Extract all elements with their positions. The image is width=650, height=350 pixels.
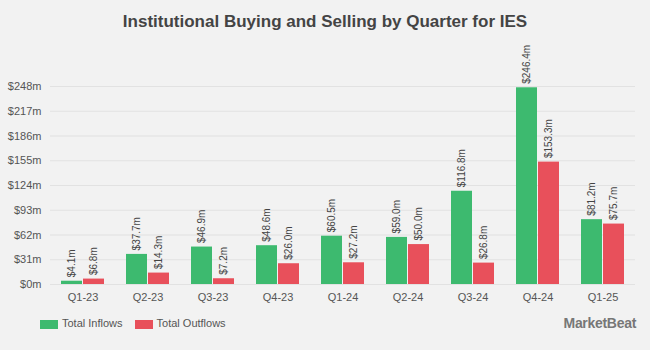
- html-text:Total Inflows: Total Inflows: [62, 317, 123, 329]
- svg-text:$124m: $124m: [8, 179, 42, 191]
- svg-text:$46.9m: $46.9m: [196, 210, 207, 243]
- html-text:Institutional Buying and Selli: Institutional Buying and Selling by Quar…: [122, 12, 528, 31]
- svg-text:$60.5m: $60.5m: [326, 199, 337, 232]
- svg-text:Q4-23: Q4-23: [263, 291, 294, 303]
- svg-text:$116.8m: $116.8m: [456, 149, 467, 187]
- svg-text:$248m: $248m: [8, 80, 42, 92]
- svg-text:$217m: $217m: [8, 105, 42, 117]
- svg-text:$27.2m: $27.2m: [348, 225, 359, 258]
- svg-text:$4.1m: $4.1m: [66, 249, 77, 277]
- svg-text:$37.7m: $37.7m: [131, 217, 142, 250]
- svg-text:$81.2m: $81.2m: [586, 182, 597, 215]
- svg-text:Q3-23: Q3-23: [198, 291, 229, 303]
- svg-text:$62m: $62m: [14, 229, 42, 241]
- svg-text:$7.2m: $7.2m: [218, 247, 229, 275]
- html-text:Total Outflows: Total Outflows: [156, 317, 226, 329]
- svg-text:Q1-23: Q1-23: [68, 291, 99, 303]
- svg-text:$50.0m: $50.0m: [413, 207, 424, 240]
- svg-text:Q1-24: Q1-24: [328, 291, 359, 303]
- svg-text:Q3-24: Q3-24: [458, 291, 489, 303]
- svg-text:$31m: $31m: [14, 253, 42, 265]
- svg-text:$246.4m: $246.4m: [521, 45, 532, 84]
- svg-text:$153.3m: $153.3m: [543, 119, 554, 158]
- svg-text:Q2-23: Q2-23: [133, 291, 164, 303]
- svg-text:$186m: $186m: [8, 130, 42, 142]
- svg-text:$155m: $155m: [8, 154, 42, 166]
- svg-text:$26.0m: $26.0m: [283, 226, 294, 259]
- svg-text:$75.7m: $75.7m: [608, 187, 619, 220]
- svg-text:$93m: $93m: [14, 204, 42, 216]
- html-text:MarketBeat: MarketBeat: [563, 315, 636, 331]
- svg-text:$48.6m: $48.6m: [261, 208, 272, 241]
- svg-text:$59.0m: $59.0m: [391, 200, 402, 233]
- svg-text:Q2-24: Q2-24: [393, 291, 424, 303]
- svg-text:$26.8m: $26.8m: [478, 226, 489, 259]
- svg-text:$0m: $0m: [20, 278, 41, 290]
- svg-text:Q1-25: Q1-25: [588, 291, 619, 303]
- svg-text:$14.3m: $14.3m: [153, 236, 164, 269]
- svg-text:$6.8m: $6.8m: [88, 247, 99, 275]
- svg-text:Q4-24: Q4-24: [523, 291, 554, 303]
